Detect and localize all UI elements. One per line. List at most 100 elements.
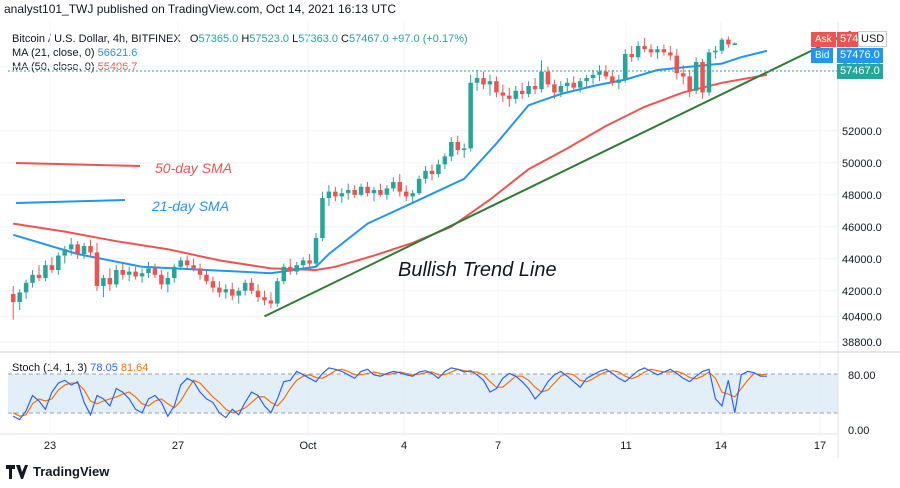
- tradingview-brand[interactable]: TradingView: [33, 464, 110, 479]
- candle-down: [197, 268, 203, 275]
- candle-down: [603, 71, 609, 77]
- candle-down: [262, 297, 267, 301]
- candle-up: [358, 186, 364, 195]
- candle-down: [610, 76, 615, 83]
- symbol-label[interactable]: Bitcoin / U.S. Dollar, 4h, BITFINEX: [12, 33, 181, 45]
- candle-up: [474, 78, 480, 83]
- publish-header: analyst101_TWJ published on TradingView.…: [4, 2, 396, 16]
- candle-up: [178, 260, 183, 267]
- time-tick-label: 7: [495, 440, 501, 452]
- candle-down: [680, 73, 686, 77]
- time-tick-label: 27: [172, 440, 184, 452]
- change-value: +97.0 (+0.17%): [391, 33, 468, 45]
- candle-down: [352, 190, 357, 195]
- candle-down: [403, 191, 409, 197]
- candle-up: [487, 81, 493, 85]
- candle-up: [172, 266, 177, 278]
- candle-up: [23, 282, 29, 293]
- price-tick-label: 38800.0: [842, 337, 882, 349]
- candle-up: [436, 164, 441, 174]
- candle-up: [242, 282, 248, 291]
- candle-up: [371, 190, 377, 194]
- candle-up: [539, 71, 544, 90]
- candle-up: [526, 86, 531, 94]
- candle-up: [513, 90, 518, 99]
- candle-up: [275, 281, 280, 304]
- candle-up: [410, 193, 415, 197]
- open-label: O: [189, 33, 199, 45]
- candle-up: [461, 148, 467, 150]
- candle-down: [571, 82, 576, 88]
- ma21-label[interactable]: MA (21, close, 0): [12, 47, 95, 59]
- candle-up: [449, 142, 454, 157]
- candle-up: [56, 255, 61, 270]
- candle-up: [706, 52, 712, 93]
- candle-down: [255, 290, 261, 298]
- moving-averages: [12, 49, 768, 275]
- candle-down: [159, 274, 164, 285]
- open-value: 57365.0: [198, 33, 239, 45]
- candle-down: [191, 265, 196, 269]
- candle-up: [101, 278, 106, 286]
- currency-label[interactable]: USD: [858, 31, 888, 47]
- bullish-trend-line: [264, 30, 852, 318]
- candle-down: [287, 266, 293, 272]
- time-tick-label: 14: [715, 440, 727, 452]
- price-tick-label: 48000.0: [842, 190, 882, 202]
- candle-up: [416, 178, 422, 194]
- candle-up: [468, 82, 473, 149]
- candle-up: [68, 244, 74, 250]
- close-label: C: [341, 33, 349, 45]
- footer: TradingView: [6, 464, 109, 479]
- candle-down: [507, 95, 512, 99]
- candle-down: [532, 86, 538, 90]
- close-value: 57467.0: [349, 33, 389, 45]
- price-tick-label: 52000.0: [842, 126, 882, 138]
- stoch-k-value: 78.05: [90, 362, 118, 374]
- candle-down: [661, 49, 667, 53]
- candle-down: [210, 281, 216, 288]
- candle-up: [114, 270, 119, 285]
- candle-up: [635, 46, 641, 58]
- bid-tag: Bid: [811, 48, 834, 63]
- candle-down: [700, 62, 705, 93]
- candle-down: [75, 244, 80, 254]
- ma50-line: [13, 73, 768, 272]
- stoch-d-value: 81.64: [120, 362, 149, 374]
- candle-up: [223, 289, 229, 293]
- candle-down: [397, 182, 403, 192]
- candle-down: [519, 90, 525, 94]
- candle-down: [94, 252, 100, 286]
- candle-down: [230, 289, 235, 296]
- candle-up: [590, 74, 596, 78]
- price-tick-label: 42000.0: [842, 286, 882, 298]
- candle-up: [597, 71, 602, 75]
- candle-down: [481, 78, 486, 85]
- candle-down: [88, 246, 93, 253]
- stoch-band: [8, 374, 838, 413]
- stoch-lines: [12, 367, 768, 421]
- candles: [10, 36, 738, 320]
- candle-up: [565, 82, 570, 86]
- high-value: 57523.0: [249, 33, 290, 45]
- candle-down: [133, 271, 138, 277]
- price-axis: 56000.052000.050000.048000.046000.044000…: [842, 62, 882, 349]
- price-tick-label: 50000.0: [842, 158, 882, 170]
- ma21-value: 56621.6: [97, 47, 138, 59]
- candle-down: [49, 265, 55, 270]
- candle-down: [552, 84, 557, 93]
- candle-up: [339, 193, 345, 197]
- candle-down: [10, 294, 16, 302]
- price-tick-label: 40400.0: [842, 311, 882, 323]
- candle-up: [423, 170, 428, 179]
- stoch-k-line: [12, 367, 767, 421]
- sma50-annotation: 50-day SMA: [155, 160, 232, 176]
- stoch-tick-label: 0.00: [848, 425, 869, 437]
- bid-price: 57476.0: [837, 48, 883, 63]
- candle-up: [294, 265, 299, 272]
- candle-down: [378, 190, 383, 195]
- candle-down: [36, 274, 42, 278]
- price-tick-label: 46000.0: [842, 222, 882, 234]
- candle-up: [655, 49, 660, 53]
